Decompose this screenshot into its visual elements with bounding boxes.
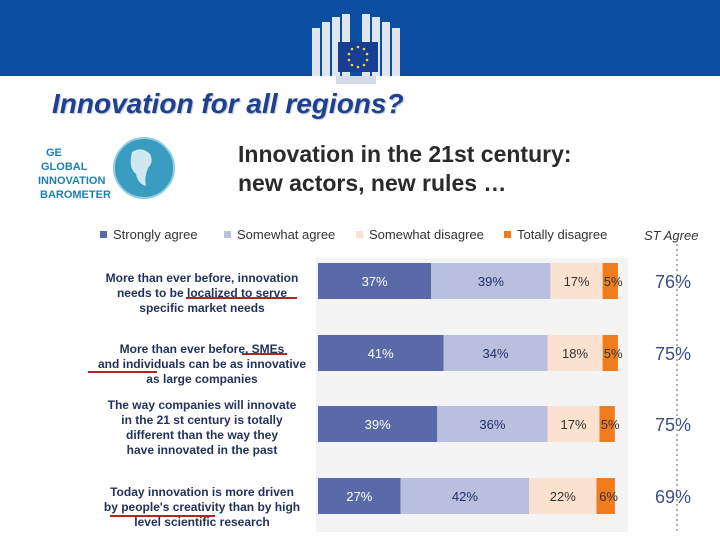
bar-somewhat-disagree-row-2 bbox=[547, 335, 603, 371]
legend-item-somewhat-disagree: Somewhat disagree bbox=[356, 227, 484, 242]
slide-title: Innovation for all regions? bbox=[52, 88, 404, 119]
category-label-row-3: The way companies will innovate in the 21… bbox=[84, 398, 320, 458]
barometer-text-ge: GE bbox=[46, 147, 62, 159]
bar-strongly-agree-row-4 bbox=[318, 478, 401, 514]
category-label-line: specific market needs bbox=[139, 301, 265, 315]
category-label-line: Today innovation is more driven bbox=[110, 485, 294, 499]
legend-label-strongly-agree: Strongly agree bbox=[113, 227, 198, 242]
barometer-text-barometer: BAROMETER bbox=[40, 189, 111, 201]
legend-label-somewhat-agree: Somewhat agree bbox=[237, 227, 336, 242]
legend-swatch-totally-disagree bbox=[504, 231, 511, 238]
category-label-line: needs to be localized to serve bbox=[116, 286, 288, 300]
european-commission-logo-icon bbox=[312, 14, 400, 76]
bar-somewhat-disagree-row-1 bbox=[550, 263, 603, 299]
st-agree-header: ST Agree bbox=[644, 228, 699, 243]
data-label-strongly-agree-row-2: 41% bbox=[368, 346, 394, 361]
legend-swatch-somewhat-disagree bbox=[356, 231, 363, 238]
barometer-text-global: GLOBAL bbox=[41, 161, 88, 173]
category-label-line: More than ever before, innovation bbox=[105, 271, 299, 285]
bar-somewhat-disagree-row-3 bbox=[547, 406, 600, 442]
category-label-row-1: More than ever before, innovation needs t… bbox=[84, 271, 320, 316]
bar-strongly-agree-row-3 bbox=[318, 406, 438, 442]
data-label-somewhat-agree-row-4: 42% bbox=[452, 489, 478, 504]
legend-item-somewhat-agree: Somewhat agree bbox=[224, 227, 335, 242]
bar-strongly-agree-row-2 bbox=[318, 335, 444, 371]
category-label-line: in the 21 st century is totally bbox=[121, 413, 283, 427]
bar-totally-disagree-row-3 bbox=[599, 406, 615, 442]
legend-item-strongly-agree: Strongly agree bbox=[100, 227, 198, 242]
legend-label-somewhat-disagree: Somewhat disagree bbox=[369, 227, 484, 242]
legend-item-totally-disagree: Totally disagree bbox=[504, 227, 607, 242]
logo-caption-bar bbox=[336, 76, 376, 84]
category-label-line: The way companies will innovate bbox=[107, 398, 297, 412]
category-label-line: More than ever before, SMEs bbox=[119, 342, 285, 356]
bar-totally-disagree-row-4 bbox=[596, 478, 615, 514]
data-label-somewhat-agree-row-2: 34% bbox=[482, 346, 508, 361]
data-label-somewhat-disagree-row-1: 17% bbox=[564, 274, 590, 289]
st-agree-value-row-3: 75% bbox=[655, 415, 691, 435]
data-label-somewhat-disagree-row-2: 18% bbox=[562, 346, 588, 361]
data-label-strongly-agree-row-4: 27% bbox=[346, 489, 372, 504]
legend-swatch-somewhat-agree bbox=[224, 231, 231, 238]
data-label-somewhat-disagree-row-4: 22% bbox=[550, 489, 576, 504]
category-label-line: have innovated in the past bbox=[126, 443, 278, 457]
st-agree-value-row-4: 69% bbox=[655, 487, 691, 507]
slide-subtitle: Innovation in the 21st century: new acto… bbox=[238, 140, 658, 198]
data-label-somewhat-agree-row-1: 39% bbox=[478, 274, 504, 289]
bar-somewhat-agree-row-3 bbox=[437, 406, 548, 442]
category-label-line: by people's creativity than by high bbox=[103, 500, 301, 514]
legend-swatch-strongly-agree bbox=[100, 231, 107, 238]
chart-legend: Strongly agree Somewhat agree Somewhat d… bbox=[100, 227, 620, 243]
bar-somewhat-disagree-row-4 bbox=[529, 478, 597, 514]
bar-strongly-agree-row-1 bbox=[318, 263, 432, 299]
data-label-strongly-agree-row-3: 39% bbox=[365, 417, 391, 432]
bar-totally-disagree-row-1 bbox=[602, 263, 618, 299]
bar-somewhat-agree-row-1 bbox=[431, 263, 551, 299]
legend-label-totally-disagree: Totally disagree bbox=[517, 227, 608, 242]
data-label-totally-disagree-row-3: 5% bbox=[601, 417, 620, 432]
category-label-line: different than the way they bbox=[125, 428, 279, 442]
subtitle-line-1: Innovation in the 21st century: bbox=[238, 141, 572, 167]
bar-somewhat-agree-row-2 bbox=[443, 335, 548, 371]
data-label-totally-disagree-row-1: 5% bbox=[604, 274, 623, 289]
bar-totally-disagree-row-2 bbox=[602, 335, 618, 371]
data-label-somewhat-agree-row-3: 36% bbox=[479, 417, 505, 432]
data-label-strongly-agree-row-1: 37% bbox=[362, 274, 388, 289]
data-label-totally-disagree-row-4: 6% bbox=[599, 489, 618, 504]
st-agree-value-row-2: 75% bbox=[655, 344, 691, 364]
category-label-line: level scientific research bbox=[134, 515, 270, 529]
category-label-row-4: Today innovation is more driven by people… bbox=[84, 485, 320, 530]
category-label-line: and individuals can be as innovative bbox=[97, 357, 307, 371]
category-label-line: as large companies bbox=[146, 372, 258, 386]
barometer-text-innovation: INNOVATION bbox=[38, 175, 105, 187]
st-agree-value-row-1: 76% bbox=[655, 272, 691, 292]
subtitle-line-2: new actors, new rules … bbox=[238, 170, 507, 196]
data-label-somewhat-disagree-row-3: 17% bbox=[560, 417, 586, 432]
data-label-totally-disagree-row-2: 5% bbox=[604, 346, 623, 361]
ge-global-innovation-barometer-logo: GE GLOBAL INNOVATION BAROMETER bbox=[38, 137, 175, 201]
bar-somewhat-agree-row-4 bbox=[400, 478, 530, 514]
category-label-row-2: More than ever before, SMEs and individua… bbox=[84, 342, 320, 387]
